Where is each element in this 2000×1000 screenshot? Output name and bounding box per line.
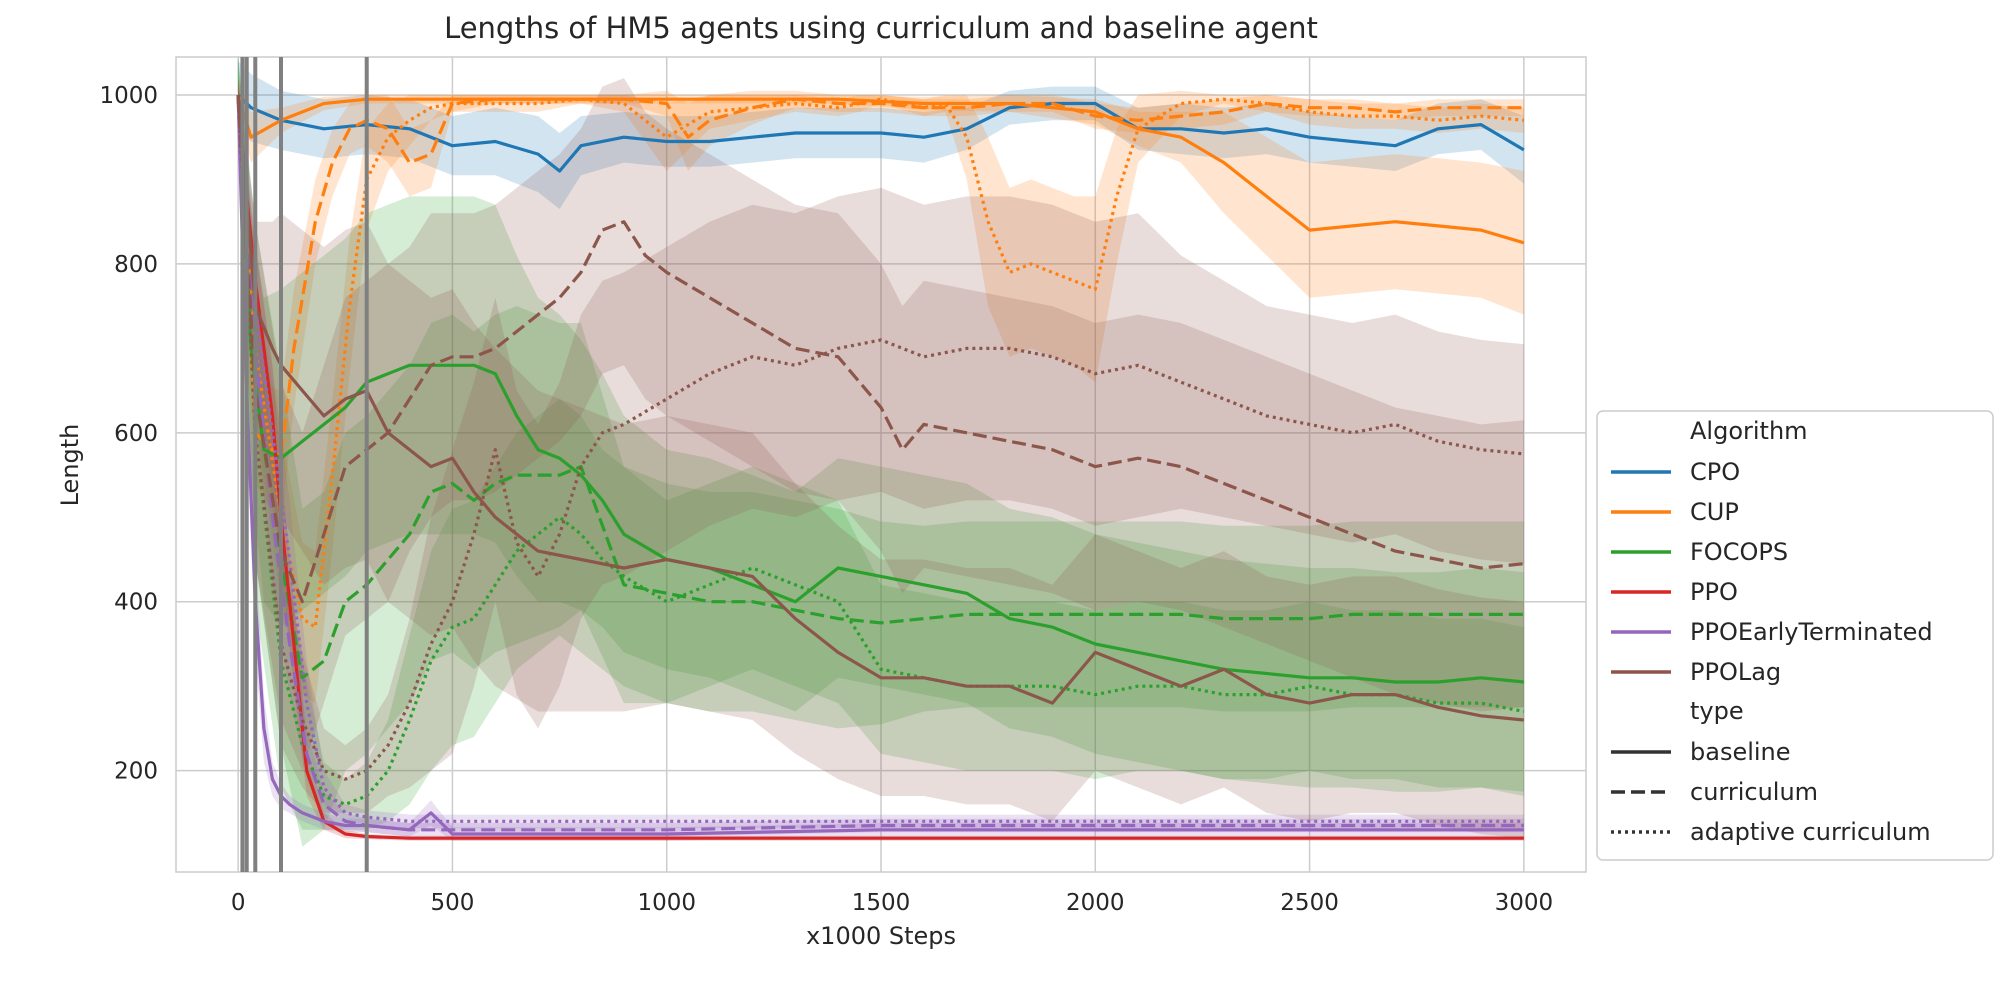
x-tick-label: 1500 [852,890,911,916]
x-tick-label: 2500 [1280,890,1339,916]
legend-label: PPO [1690,578,1738,606]
x-tick-labels: 0 500 1000 1500 2000 2500 3000 [231,890,1553,916]
x-tick-label: 3000 [1495,890,1554,916]
y-tick-label: 1000 [99,83,158,109]
cup-baseline-band [238,78,1524,315]
cup-curriculum-line [236,94,1524,460]
legend-label: PPOLag [1690,658,1781,686]
ppolag-baseline-band [238,78,1524,839]
ppo-baseline-line [236,94,1524,840]
series-lines [236,93,1525,840]
legend-type-label: curriculum [1690,778,1818,806]
cpo-baseline-line [236,93,1525,173]
y-axis-title: Length [56,424,84,507]
y-tick-label: 200 [114,759,158,785]
ppolag-curriculum-line [236,94,1525,604]
ppolag-adaptive-curriculum-band [238,78,1524,813]
focops-adaptive-curriculum-band [238,57,1524,830]
y-tick-labels: 200 400 600 800 1000 [99,83,158,785]
ppolag-curriculum-band [238,78,1524,771]
y-tick-label: 800 [114,252,158,278]
y-tick-label: 400 [114,590,158,616]
legend-type-entries: baseline curriculum adaptive curriculum [1611,738,1931,846]
legend-box [1596,410,1994,861]
legend-algorithm-title: Algorithm [1690,417,1808,445]
ppoearlyterminated-adaptive-curriculum-line [236,94,1524,823]
legend-algorithm-entries: CPO CUP FOCOPS PPO PPOEarlyTerminated PPOLag [1611,458,1933,686]
ppolag-baseline-line [236,94,1525,722]
legend-label: FOCOPS [1690,538,1788,566]
chart-title: Lengths of HM5 agents using curriculum a… [444,11,1318,45]
legend-label: PPOEarlyTerminated [1690,618,1933,646]
legend-type-title: type [1690,697,1744,725]
legend-type-label: baseline [1690,738,1791,766]
focops-baseline-band [238,57,1524,792]
x-tick-label: 500 [430,890,474,916]
ppolag-adaptive-curriculum-line [236,94,1525,781]
legend-type-label: adaptive curriculum [1690,818,1931,846]
cup-baseline-line [236,94,1525,245]
legend-label: CPO [1690,458,1740,486]
ppoearlyterminated-baseline-line [236,94,1524,836]
x-tick-label: 2000 [1066,890,1125,916]
x-tick-label: 0 [231,890,246,916]
focops-curriculum-band [238,57,1524,847]
y-tick-label: 600 [114,421,158,447]
curriculum-stage-markers [240,57,369,872]
grid-lines [176,57,1586,872]
legend: Algorithm CPO CUP FOCOPS PPO PPOEarlyTermina… [1596,410,1994,861]
legend-label: CUP [1690,498,1739,526]
focops-curriculum-line [236,94,1524,680]
confidence-bands [238,57,1524,847]
focops-adaptive-curriculum-line [236,94,1525,806]
x-axis-title: x1000 Steps [806,922,956,950]
x-tick-label: 1000 [637,890,696,916]
